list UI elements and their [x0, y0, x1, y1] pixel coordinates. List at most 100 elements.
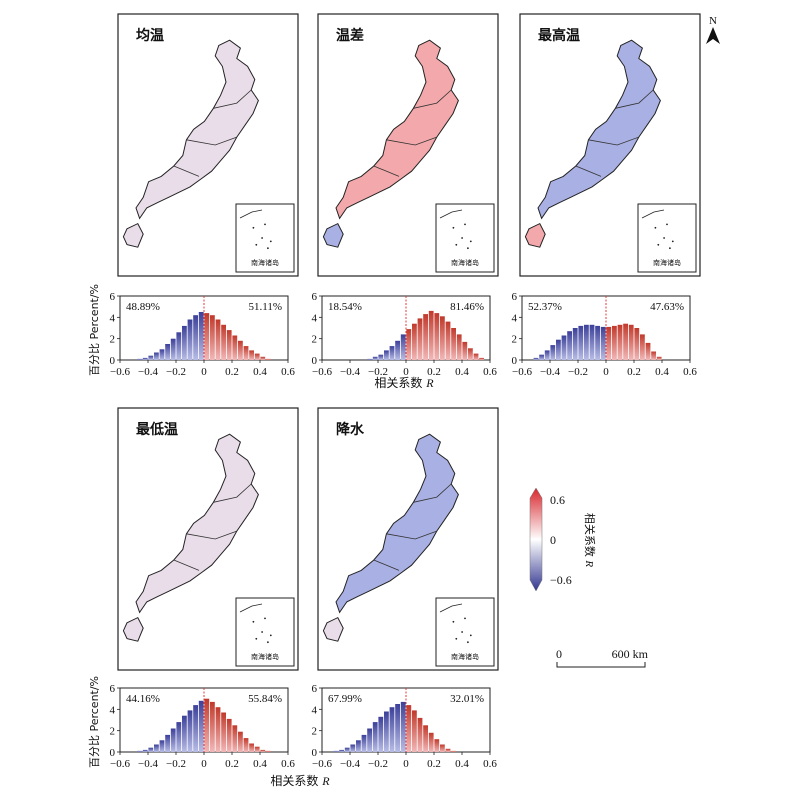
inset-coast [439, 209, 463, 219]
histogram-bar [451, 328, 456, 360]
x-tick-label: 0 [603, 366, 609, 378]
panel-title: 最低温 [136, 421, 178, 438]
histogram-bar [434, 313, 440, 360]
y-tick-label: 2 [110, 726, 116, 738]
inset-coast [239, 209, 263, 219]
y-tick-label: 0 [110, 355, 116, 367]
histogram-bar [612, 325, 617, 360]
inset-coast [641, 209, 665, 219]
inset-island [255, 637, 258, 640]
histogram-bar [350, 744, 356, 752]
histogram-bar [417, 318, 423, 360]
histogram: 48.89% 51.11% 0 2 4 6 −0.6 −0.4 −0.2 0 0.2 0.4 0.6 [110, 291, 296, 378]
x-tick-label: 0.2 [627, 366, 641, 378]
histogram-x-label: 相关系数 R [270, 773, 330, 788]
inset-island [455, 243, 458, 246]
percent-negative: 52.37% [528, 301, 562, 313]
province-boundary [615, 89, 654, 109]
legend-title-symbol: R [583, 559, 595, 567]
histogram-bar [165, 734, 170, 752]
histogram-bar [462, 341, 468, 360]
histogram-bar [215, 707, 221, 752]
x-tick-label: −0.2 [166, 758, 186, 770]
scale-bar-line [556, 662, 646, 668]
percent-negative: 18.54% [328, 301, 362, 313]
province-boundary [186, 136, 237, 146]
histogram-bar [137, 750, 142, 752]
x-label-symbol: R [321, 774, 330, 788]
province-boundary [213, 483, 252, 503]
histogram-bar [578, 325, 584, 360]
inset-island [452, 620, 455, 623]
inset-island [255, 243, 258, 246]
province-boundary [213, 89, 252, 109]
histogram-bar [238, 340, 243, 360]
x-tick-label: −0.2 [166, 366, 186, 378]
y-tick-label: 6 [312, 683, 318, 695]
inset-island [452, 226, 455, 229]
histogram-bar [210, 315, 215, 360]
histogram-bar [544, 350, 550, 360]
y-tick-label: 6 [110, 683, 116, 695]
histogram-bar [159, 349, 165, 360]
legend-title-text: 相关系数 [583, 513, 597, 561]
histogram-bar [479, 357, 484, 360]
histogram-bar [182, 325, 187, 360]
y-tick-label: 2 [110, 334, 116, 346]
percent-negative: 48.89% [126, 301, 160, 313]
histogram-bar [372, 722, 378, 752]
histogram-bar [148, 747, 154, 752]
inset-island [663, 237, 665, 239]
island-shape [122, 616, 144, 642]
province-boundary [373, 165, 400, 177]
legend-colorbar [529, 487, 543, 592]
histogram-y-label: 百分比 Percent/% [88, 676, 101, 768]
histogram-bar [142, 749, 148, 752]
histogram-bar [176, 332, 182, 360]
histogram-bar [344, 747, 350, 752]
histogram-bar [645, 342, 651, 360]
scale-bar: 0 600 km [556, 647, 649, 668]
scale-end-label: 600 km [612, 647, 649, 661]
histogram-bar [600, 326, 606, 360]
histogram-bar [367, 728, 372, 752]
histogram-bar [243, 738, 249, 752]
inset-island [267, 247, 269, 250]
x-tick-label: 0.4 [455, 758, 469, 770]
histogram-bar [445, 321, 451, 360]
histogram-bar [550, 345, 556, 360]
inset-label: 南海诸岛 [451, 652, 479, 661]
inset-label: 南海诸岛 [653, 258, 681, 267]
histogram-bar [423, 725, 428, 752]
x-tick-label: −0.6 [110, 366, 130, 378]
inset-island [467, 641, 469, 644]
histogram-bar [232, 725, 238, 752]
inset-island [461, 631, 463, 633]
histogram-bar [266, 750, 271, 752]
province-boundary [575, 165, 602, 177]
x-label-text: 相关系数 [374, 375, 426, 390]
histogram-bar [254, 746, 260, 752]
inset-island [467, 247, 469, 250]
y-tick-label: 0 [312, 355, 318, 367]
x-tick-label: 0 [403, 758, 409, 770]
histogram-bar [204, 698, 210, 752]
histogram: 44.16% 55.84% 0 2 4 6 −0.6 −0.4 −0.2 0 0.2 0.4 0.6 [110, 683, 296, 770]
inset-coast [439, 603, 463, 613]
percent-positive: 51.11% [248, 301, 282, 313]
inset-island [657, 243, 660, 246]
y-tick-label: 4 [312, 312, 318, 324]
province-boundary [413, 89, 452, 109]
histogram-bar [238, 731, 243, 752]
inset-island [269, 240, 272, 243]
coastal-region-shape [135, 39, 259, 220]
percent-negative: 67.99% [328, 693, 362, 705]
inset-island [264, 617, 266, 620]
histogram-bar [226, 330, 232, 360]
inset-island [464, 223, 466, 226]
x-tick-label: −0.4 [340, 758, 360, 770]
y-tick-label: 2 [312, 726, 318, 738]
histogram-bar [634, 328, 640, 360]
